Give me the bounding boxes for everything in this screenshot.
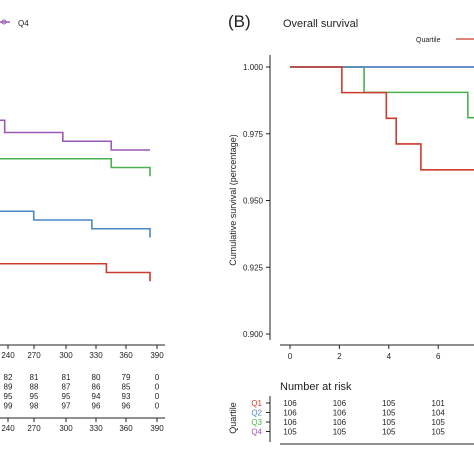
left-curve-q2 xyxy=(0,210,151,238)
left-risk-value: 95 xyxy=(62,392,71,401)
risk-value: 106 xyxy=(333,399,347,408)
risk-value: 106 xyxy=(333,409,347,418)
left-risk-tick-label: 330 xyxy=(89,424,103,433)
risk-group-label: Q3 xyxy=(251,418,262,427)
risk-table-title: Number at risk xyxy=(280,381,352,393)
risk-value: 104 xyxy=(432,409,446,418)
left-risk-value: 0 xyxy=(155,373,160,382)
risk-value: 106 xyxy=(283,418,297,427)
x-tick-label: 0 xyxy=(288,352,293,361)
left-risk-tick-label: 240 xyxy=(1,424,15,433)
left-risk-value: 0 xyxy=(155,402,160,411)
left-risk-value: 82 xyxy=(4,373,13,382)
x-tick-label: 4 xyxy=(387,352,392,361)
x-tick-label: 2 xyxy=(337,352,342,361)
y-tick-label: 0.950 xyxy=(243,197,264,206)
left-curve-q3 xyxy=(0,157,151,177)
left-risk-value: 80 xyxy=(92,373,101,382)
left-risk-value: 95 xyxy=(4,392,13,401)
left-risk-value: 95 xyxy=(30,392,39,401)
left-x-tick-label: 360 xyxy=(119,351,133,360)
left-risk-value: 87 xyxy=(62,383,71,392)
left-risk-value: 85 xyxy=(122,383,131,392)
y-tick-label: 0.925 xyxy=(243,263,264,272)
y-axis-label: Cumulative survival (percentage) xyxy=(228,134,238,266)
x-tick-label: 6 xyxy=(436,352,441,361)
left-risk-value: 93 xyxy=(122,392,131,401)
left-risk-value: 88 xyxy=(30,383,39,392)
risk-value: 105 xyxy=(382,428,396,437)
left-risk-value: 86 xyxy=(92,383,101,392)
y-tick-label: 0.975 xyxy=(243,130,264,139)
legend-label-q4: Q4 xyxy=(18,19,29,28)
left-risk-value: 81 xyxy=(62,373,71,382)
left-risk-tick-label: 270 xyxy=(27,424,41,433)
legend-marker-q4 xyxy=(1,19,7,25)
risk-value: 105 xyxy=(333,428,347,437)
left-risk-value: 81 xyxy=(30,373,39,382)
risk-table-ylabel: Quartile xyxy=(228,402,238,434)
risk-value: 105 xyxy=(283,428,297,437)
left-x-tick-label: 330 xyxy=(89,351,103,360)
left-curve-q1 xyxy=(0,262,151,282)
panel-label: (B) xyxy=(228,12,251,31)
risk-value: 105 xyxy=(382,399,396,408)
survival-curve-q2 xyxy=(290,66,474,68)
risk-value: 105 xyxy=(432,418,446,427)
left-risk-value: 96 xyxy=(122,402,131,411)
left-x-tick-label: 390 xyxy=(150,351,164,360)
left-risk-tick-label: 360 xyxy=(119,424,133,433)
legend-title: Quartile xyxy=(416,37,441,44)
chart-title: Overall survival xyxy=(283,18,358,30)
risk-value: 105 xyxy=(382,418,396,427)
y-tick-label: 0.900 xyxy=(243,330,264,339)
left-risk-value: 89 xyxy=(4,383,13,392)
left-risk-value: 96 xyxy=(92,402,101,411)
risk-group-label: Q1 xyxy=(251,399,262,408)
left-risk-tick-label: 300 xyxy=(59,424,73,433)
left-risk-value: 97 xyxy=(62,402,71,411)
left-risk-value: 0 xyxy=(155,392,160,401)
left-risk-tick-label: 390 xyxy=(150,424,164,433)
risk-value: 106 xyxy=(283,409,297,418)
risk-value: 101 xyxy=(432,399,446,408)
left-risk-value: 99 xyxy=(4,402,13,411)
left-risk-value: 98 xyxy=(30,402,39,411)
left-x-tick-label: 270 xyxy=(27,351,41,360)
risk-group-label: Q2 xyxy=(251,409,262,418)
left-curve-q4 xyxy=(0,119,150,151)
left-x-tick-label: 240 xyxy=(1,351,15,360)
survival-curve-q1 xyxy=(290,66,474,171)
left-x-tick-label: 300 xyxy=(59,351,73,360)
risk-value: 105 xyxy=(382,409,396,418)
left-risk-value: 94 xyxy=(92,392,101,401)
risk-value: 106 xyxy=(283,399,297,408)
left-risk-value: 0 xyxy=(155,383,160,392)
left-risk-value: 79 xyxy=(122,373,131,382)
risk-group-label: Q4 xyxy=(251,428,262,437)
y-tick-label: 1.000 xyxy=(243,63,264,72)
risk-value: 105 xyxy=(432,428,446,437)
risk-value: 106 xyxy=(333,418,347,427)
